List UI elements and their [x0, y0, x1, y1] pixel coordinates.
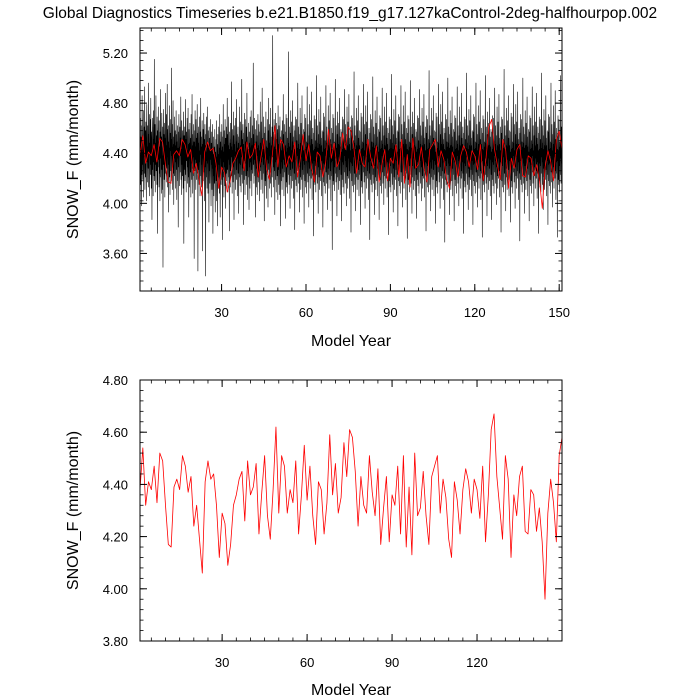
bottom-x-tick-label: 60 — [300, 655, 314, 670]
top-x-tick-label: 90 — [383, 305, 397, 320]
top-series-annual-mean — [140, 119, 562, 209]
top-y-tick-label: 4.00 — [103, 196, 128, 211]
bottom-y-tick-label: 4.00 — [103, 582, 128, 597]
top-y-tick-label: 4.80 — [103, 96, 128, 111]
bottom-y-axis-label: SNOW_F (mm/month) — [65, 431, 82, 590]
figure-title: Global Diagnostics Timeseries b.e21.B185… — [43, 5, 657, 22]
top-series-monthly — [140, 35, 562, 277]
bottom-panel: 3.80 4.00 4.20 4.40 4.60 4.80 30 60 90 120 Model Y… — [65, 373, 563, 699]
top-x-axis-label: Model Year — [311, 333, 392, 350]
bottom-plot-frame — [139, 379, 563, 642]
top-x-tick-label: 30 — [214, 305, 228, 320]
bottom-y-tick-label: 4.40 — [103, 477, 128, 492]
bottom-x-tick-label: 120 — [466, 655, 488, 670]
bottom-x-tick-label: 30 — [215, 655, 229, 670]
bottom-y-tick-label: 4.20 — [103, 530, 128, 545]
top-y-axis-label: SNOW_F (mm/month) — [65, 80, 82, 239]
top-y-tick-label: 3.60 — [103, 246, 128, 261]
bottom-x-axis-label: Model Year — [311, 682, 392, 699]
top-x-tick-label: 60 — [299, 305, 313, 320]
bottom-y-tick-label: 4.60 — [103, 425, 128, 440]
top-y-tick-label: 5.20 — [103, 46, 128, 61]
bottom-series-annual-mean — [140, 413, 562, 600]
bottom-y-tick-label: 3.80 — [103, 634, 128, 649]
top-plot-frame — [139, 27, 563, 292]
bottom-x-tick-label: 90 — [385, 655, 399, 670]
top-x-tick-label: 150 — [548, 305, 570, 320]
top-panel: 3.60 4.00 4.40 4.80 5.20 30 60 90 120 150 Model Ye… — [65, 27, 570, 350]
top-y-tick-label: 4.40 — [103, 146, 128, 161]
bottom-y-tick-label: 4.80 — [103, 373, 128, 388]
top-x-tick-label: 120 — [464, 305, 486, 320]
